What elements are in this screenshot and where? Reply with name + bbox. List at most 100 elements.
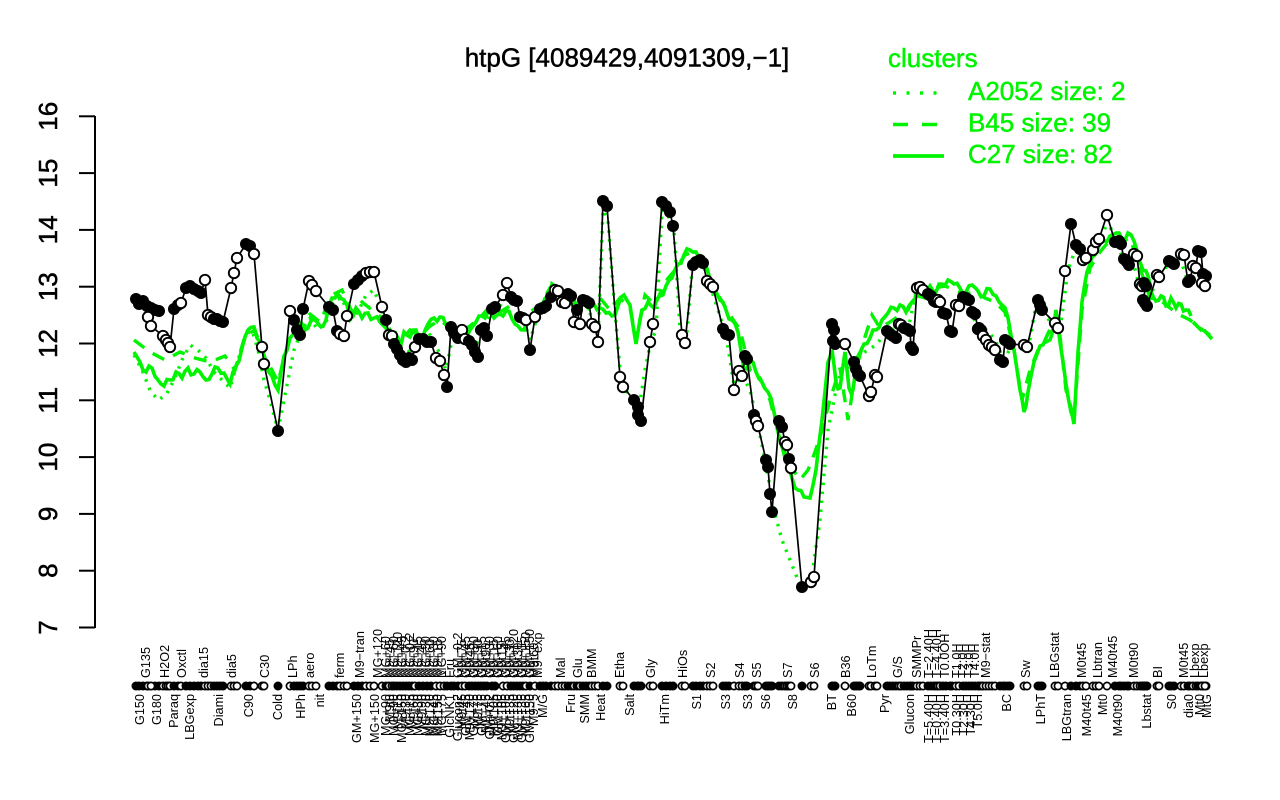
svg-text:LPhT: LPhT (1034, 694, 1048, 725)
svg-text:M9−stat: M9−stat (979, 632, 993, 678)
svg-text:MG+15: MG+15 (411, 636, 425, 678)
svg-text:M9+30: M9+30 (503, 639, 517, 678)
svg-text:Glu: Glu (571, 658, 585, 678)
svg-text:S6: S6 (808, 662, 822, 678)
svg-text:M9−exp: M9−exp (531, 633, 545, 679)
svg-text:M9t15: M9t15 (391, 694, 405, 729)
svg-text:M9+150: M9+150 (519, 632, 533, 678)
svg-text:M9t60: M9t60 (407, 694, 421, 729)
svg-text:T=4.40H: T=4.40H (930, 629, 944, 678)
svg-text:SMM: SMM (578, 694, 592, 724)
svg-text:htpG [4089429,4091309,−1]: htpG [4089429,4091309,−1] (465, 43, 790, 73)
svg-text:M9t90: M9t90 (479, 643, 493, 678)
svg-text:GM+45: GM+45 (459, 636, 473, 678)
svg-text:BC: BC (1000, 694, 1014, 712)
svg-text:GlcNK1: GlcNK1 (443, 694, 457, 738)
svg-text:M9+45: M9+45 (479, 694, 493, 733)
svg-text:M9−45: M9−45 (415, 639, 429, 678)
svg-text:C90: C90 (242, 694, 256, 717)
svg-text:MG−60: MG−60 (387, 636, 401, 678)
svg-text:T=5.40H: T=5.40H (922, 694, 936, 743)
svg-text:Glucon: Glucon (903, 694, 917, 734)
svg-text:MG+150: MG+150 (368, 694, 382, 743)
svg-text:12: 12 (33, 329, 63, 358)
svg-text:M9+135: M9+135 (511, 694, 525, 740)
svg-text:M9t75: M9t75 (471, 694, 485, 729)
svg-text:S2: S2 (704, 662, 718, 678)
svg-text:Fru: Fru (443, 659, 457, 678)
svg-text:13: 13 (33, 272, 63, 301)
svg-text:MG+75: MG+75 (435, 694, 449, 736)
svg-text:M9+60: M9+60 (423, 639, 437, 678)
svg-text:Mt0: Mt0 (1096, 694, 1110, 715)
svg-text:Oxctl: Oxctl (175, 649, 189, 678)
svg-text:Etha: Etha (613, 651, 627, 678)
svg-text:MG−30: MG−30 (427, 636, 441, 678)
svg-text:dia5: dia5 (225, 654, 239, 678)
svg-text:14: 14 (33, 215, 63, 244)
svg-text:T4.30H: T4.30H (964, 694, 978, 736)
svg-text:M9−5: M9−5 (527, 694, 541, 726)
svg-text:M9t45: M9t45 (463, 643, 477, 678)
svg-text:GM+30: GM+30 (483, 636, 497, 678)
svg-text:MG+90: MG+90 (435, 636, 449, 678)
svg-text:MG+60: MG+60 (379, 636, 393, 678)
svg-text:T0.30H: T0.30H (950, 694, 964, 736)
svg-text:T3.0H: T3.0H (962, 643, 976, 678)
svg-text:Lbexp: Lbexp (1188, 643, 1202, 678)
svg-text:GM−45: GM−45 (459, 694, 473, 736)
svg-text:S0: S0 (1165, 694, 1179, 710)
svg-text:BMM: BMM (585, 648, 599, 678)
svg-text:Lbtran: Lbtran (1091, 642, 1105, 678)
svg-text:M0t90: M0t90 (1127, 643, 1141, 678)
svg-text:GM−75: GM−75 (475, 694, 489, 736)
svg-text:M9+120: M9+120 (391, 632, 405, 678)
svg-text:16: 16 (33, 102, 63, 131)
svg-text:Glucon2: Glucon2 (451, 694, 465, 741)
svg-text:HiOs: HiOs (676, 650, 690, 678)
svg-text:GM−15: GM−15 (515, 636, 529, 678)
svg-text:S8: S8 (786, 694, 800, 710)
svg-text:S3: S3 (719, 694, 733, 710)
svg-text:Gly: Gly (644, 658, 658, 678)
svg-text:T2.30H: T2.30H (957, 694, 971, 736)
svg-text:M9+105: M9+105 (495, 694, 509, 740)
svg-text:B60: B60 (845, 694, 859, 717)
svg-text:MG+120: MG+120 (371, 629, 385, 678)
svg-text:Lbstat: Lbstat (1140, 694, 1154, 729)
svg-text:M9+75: M9+75 (455, 639, 469, 678)
svg-text:M9t90: M9t90 (415, 694, 429, 729)
svg-text:G/S: G/S (891, 656, 905, 678)
svg-text:A2052 size: 2: A2052 size: 2 (968, 76, 1126, 106)
svg-text:GM+90: GM+90 (467, 636, 481, 678)
svg-text:M9−15: M9−15 (487, 639, 501, 678)
svg-text:GM+75: GM+75 (467, 694, 481, 736)
svg-text:M0t45: M0t45 (1177, 643, 1191, 678)
svg-text:GM+15: GM+15 (475, 636, 489, 678)
svg-text:M9t165: M9t165 (519, 694, 533, 736)
svg-text:H2O2: H2O2 (158, 645, 172, 678)
svg-text:M/G: M/G (536, 694, 550, 718)
svg-text:MG−90: MG−90 (387, 694, 401, 736)
svg-text:M9t30: M9t30 (399, 694, 413, 729)
svg-text:M0t45: M0t45 (1075, 643, 1089, 678)
svg-text:MG−0.2: MG−0.2 (403, 633, 417, 678)
svg-text:nit: nit (313, 694, 327, 708)
svg-text:T=0.40H: T=0.40H (930, 694, 944, 743)
svg-text:aero: aero (303, 653, 317, 678)
svg-text:M9+90: M9+90 (407, 639, 421, 678)
svg-text:15: 15 (33, 159, 63, 188)
svg-text:11: 11 (33, 387, 63, 414)
svg-text:GM−45: GM−45 (499, 636, 513, 678)
svg-text:8: 8 (33, 563, 63, 577)
svg-text:T=3.40H: T=3.40H (938, 694, 952, 743)
svg-text:M9−90: M9−90 (471, 639, 485, 678)
svg-text:GM−60: GM−60 (491, 694, 505, 736)
svg-text:G150: G150 (133, 694, 147, 725)
svg-text:Sw: Sw (1019, 660, 1033, 678)
svg-text:7: 7 (33, 620, 63, 634)
svg-text:Pyr: Pyr (878, 693, 892, 713)
svg-text:GM+60: GM+60 (491, 636, 505, 678)
svg-text:GM−150: GM−150 (523, 694, 537, 743)
svg-text:S1: S1 (690, 694, 704, 710)
